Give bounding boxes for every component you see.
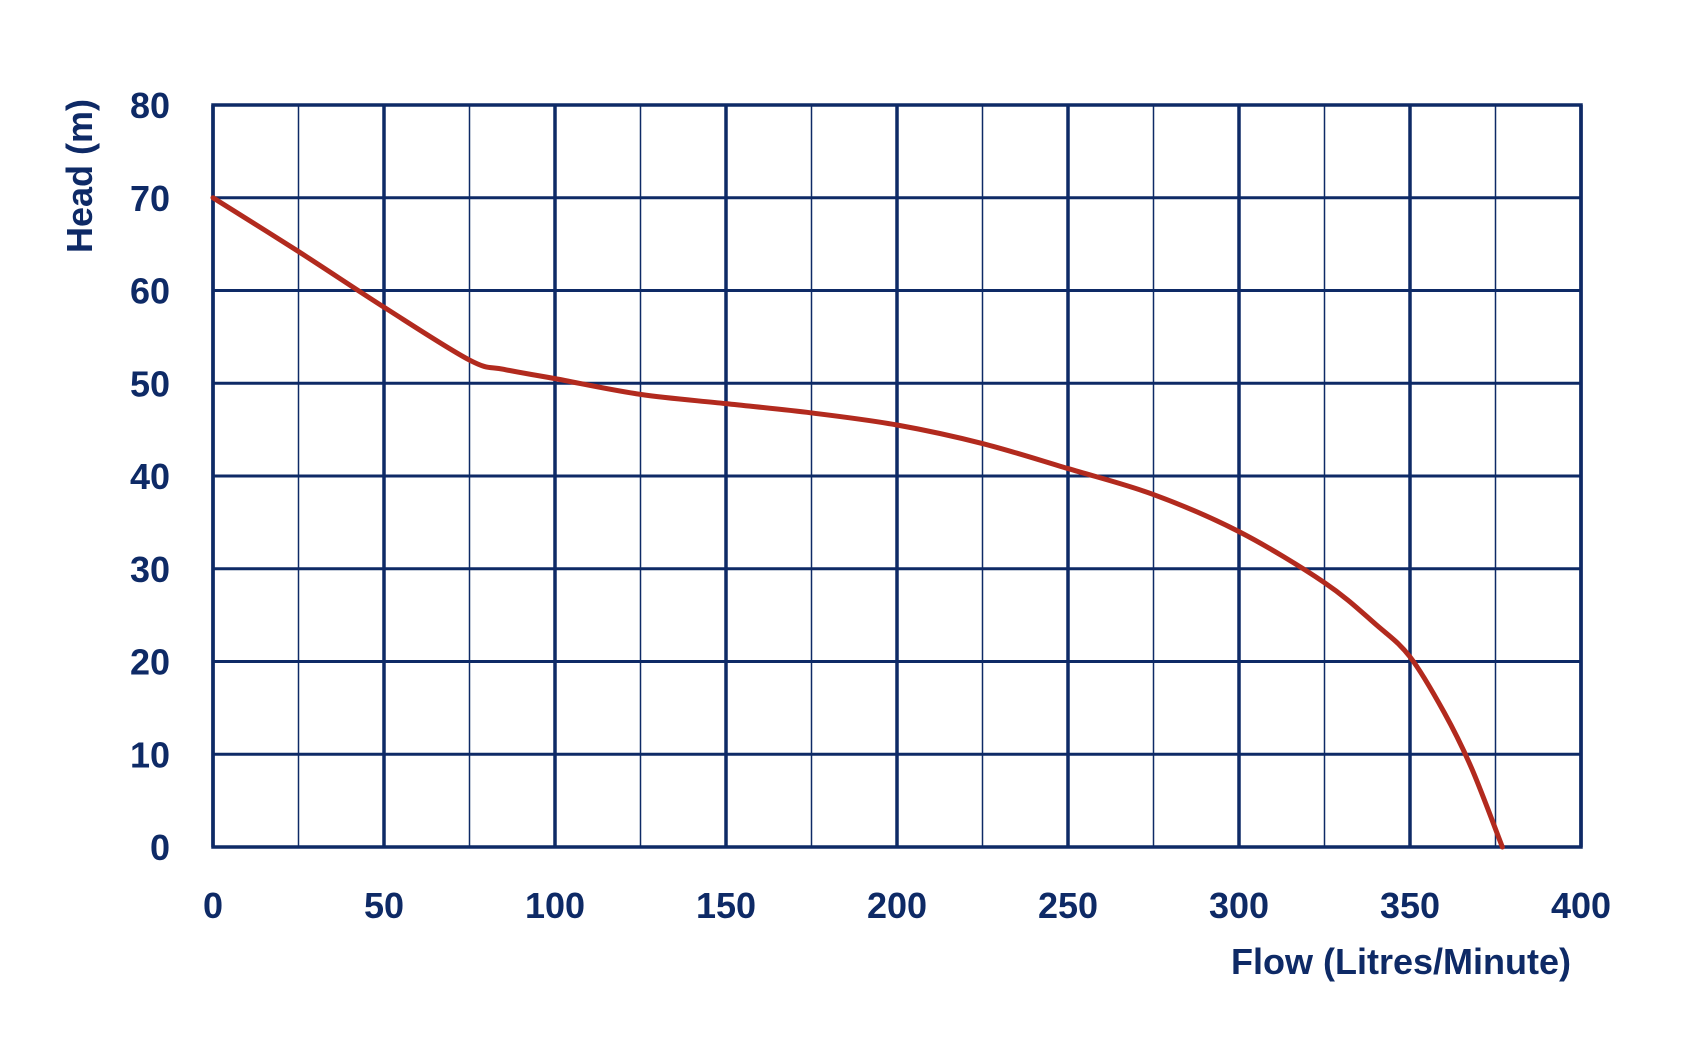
y-tick-label: 60 (130, 271, 170, 312)
major-grid (211, 103, 1583, 849)
y-tick-label: 70 (130, 178, 170, 219)
x-axis-title: Flow (Litres/Minute) (1231, 941, 1571, 982)
y-tick-label: 40 (130, 456, 170, 497)
y-tick-label: 80 (130, 85, 170, 126)
y-tick-label: 50 (130, 363, 170, 404)
y-tick-label: 10 (130, 734, 170, 775)
series-line-0 (210, 195, 1505, 850)
x-tick-labels: 0 50 100 150 200 250 300 350 400 (203, 885, 1611, 926)
x-tick-label: 250 (1038, 885, 1098, 926)
x-tick-label: 350 (1380, 885, 1440, 926)
x-tick-label: 200 (867, 885, 927, 926)
x-tick-label: 50 (364, 885, 404, 926)
plot-border (211, 103, 1583, 849)
plot-frame (211, 103, 1583, 849)
series-layer (210, 195, 1505, 850)
y-tick-label: 30 (130, 549, 170, 590)
x-tick-label: 400 (1551, 885, 1611, 926)
x-tick-label: 300 (1209, 885, 1269, 926)
y-tick-label: 20 (130, 642, 170, 683)
x-tick-label: 150 (696, 885, 756, 926)
x-tick-label: 0 (203, 885, 223, 926)
y-axis-title: Head (m) (59, 99, 100, 253)
x-tick-label: 100 (525, 885, 585, 926)
y-tick-label: 0 (150, 827, 170, 868)
y-tick-labels: 0 10 20 30 40 50 60 70 80 (130, 85, 170, 868)
